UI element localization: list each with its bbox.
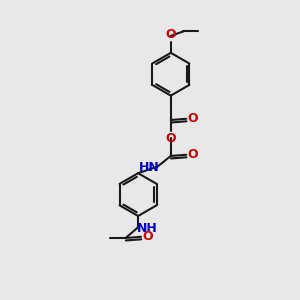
Text: NH: NH (137, 222, 158, 235)
Text: O: O (166, 28, 176, 41)
Text: O: O (166, 133, 176, 146)
Text: O: O (142, 230, 153, 243)
Text: HN: HN (139, 161, 160, 174)
Text: O: O (188, 112, 198, 125)
Text: O: O (188, 148, 198, 161)
